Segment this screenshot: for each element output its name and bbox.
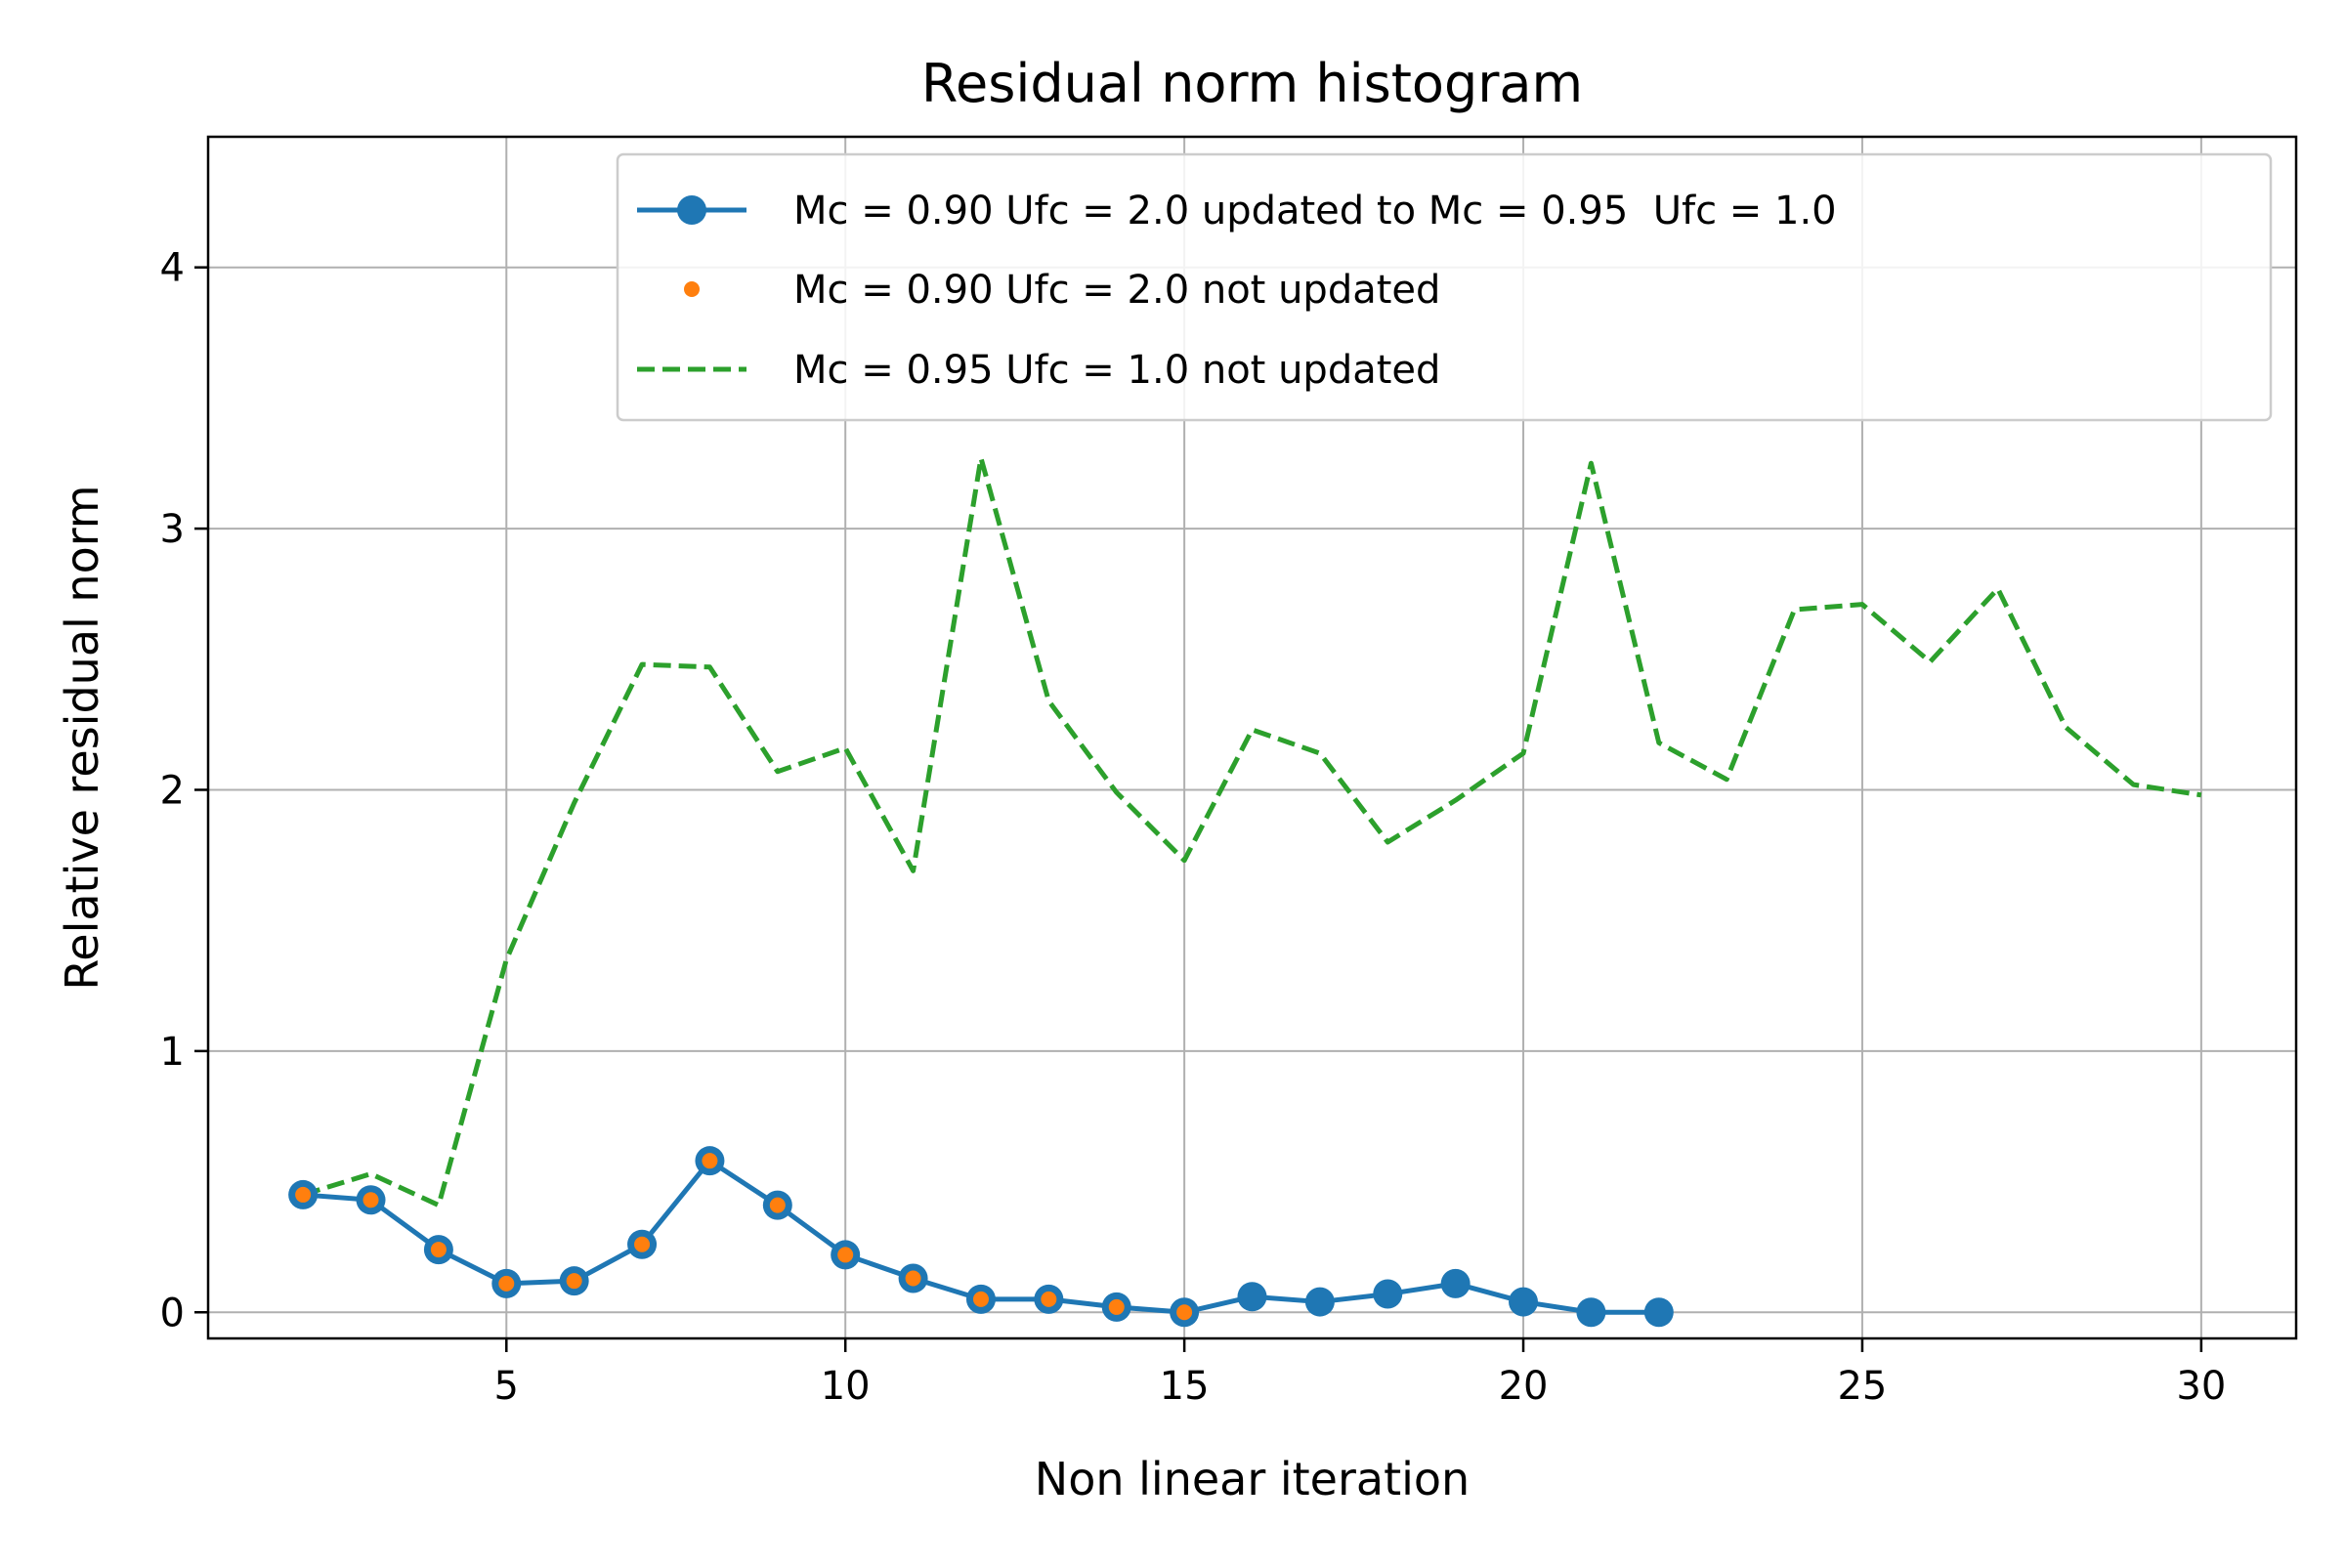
- data-point-mc090-not-updated: [837, 1247, 854, 1263]
- y-axis-title: Relative residual norm: [56, 485, 108, 990]
- legend-label: Mc = 0.90 Ufc = 2.0 not updated: [793, 268, 1440, 313]
- x-tick-label: 5: [494, 1364, 519, 1409]
- data-point-mc090-updated: [1509, 1287, 1539, 1317]
- data-point-mc090-not-updated: [1108, 1298, 1125, 1315]
- data-point-mc090-updated: [1576, 1297, 1606, 1328]
- legend-label: Mc = 0.95 Ufc = 1.0 not updated: [793, 348, 1440, 393]
- x-axis-title: Non linear iteration: [1035, 1453, 1470, 1505]
- data-point-mc090-not-updated: [295, 1186, 312, 1203]
- data-point-mc090-updated: [1440, 1268, 1471, 1298]
- legend-box: [616, 152, 2273, 422]
- data-point-mc090-not-updated: [1176, 1304, 1193, 1321]
- data-point-mc090-not-updated: [1041, 1291, 1057, 1307]
- legend-label: Mc = 0.90 Ufc = 2.0 updated to Mc = 0.95…: [793, 189, 1837, 233]
- legend-handle-marker: [684, 281, 700, 297]
- series-line-mc095-not-updated: [302, 455, 2202, 1208]
- y-tick-label: 2: [160, 768, 185, 813]
- data-point-mc090-not-updated: [905, 1270, 921, 1287]
- data-point-mc090-not-updated: [566, 1273, 582, 1290]
- x-tick-label: 30: [2176, 1364, 2226, 1409]
- x-tick-label: 25: [1837, 1364, 1887, 1409]
- data-point-mc090-not-updated: [702, 1153, 718, 1169]
- x-tick-label: 20: [1499, 1364, 1549, 1409]
- data-point-mc090-updated: [1373, 1279, 1403, 1309]
- x-tick-label: 10: [821, 1364, 871, 1409]
- data-point-mc090-not-updated: [362, 1192, 379, 1208]
- data-point-mc090-not-updated: [498, 1275, 515, 1292]
- data-point-mc090-not-updated: [972, 1291, 989, 1307]
- ticks-layer: 5 10 15 20 25 30 0 1 2 3 4: [160, 246, 2227, 1409]
- y-tick-label: 3: [160, 507, 185, 552]
- y-tick-label: 4: [160, 246, 185, 291]
- legend: Mc = 0.90 Ufc = 2.0 updated to Mc = 0.95…: [616, 152, 2273, 422]
- data-point-mc090-updated: [1304, 1287, 1335, 1317]
- legend-entries: Mc = 0.90 Ufc = 2.0 updated to Mc = 0.95…: [637, 189, 1837, 393]
- y-tick-label: 0: [160, 1291, 185, 1335]
- series-layer: [288, 455, 2202, 1328]
- y-tick-label: 1: [160, 1030, 185, 1075]
- data-point-mc090-not-updated: [430, 1242, 447, 1258]
- legend-handle-marker: [677, 195, 706, 225]
- data-point-mc090-updated: [1643, 1297, 1674, 1328]
- axes-frame: [206, 135, 2298, 1340]
- data-point-mc090-not-updated: [634, 1236, 651, 1252]
- chart-title: Residual norm histogram: [921, 53, 1583, 114]
- data-point-mc090-updated: [1237, 1282, 1267, 1312]
- x-tick-label: 15: [1160, 1364, 1210, 1409]
- data-point-mc090-not-updated: [769, 1197, 786, 1213]
